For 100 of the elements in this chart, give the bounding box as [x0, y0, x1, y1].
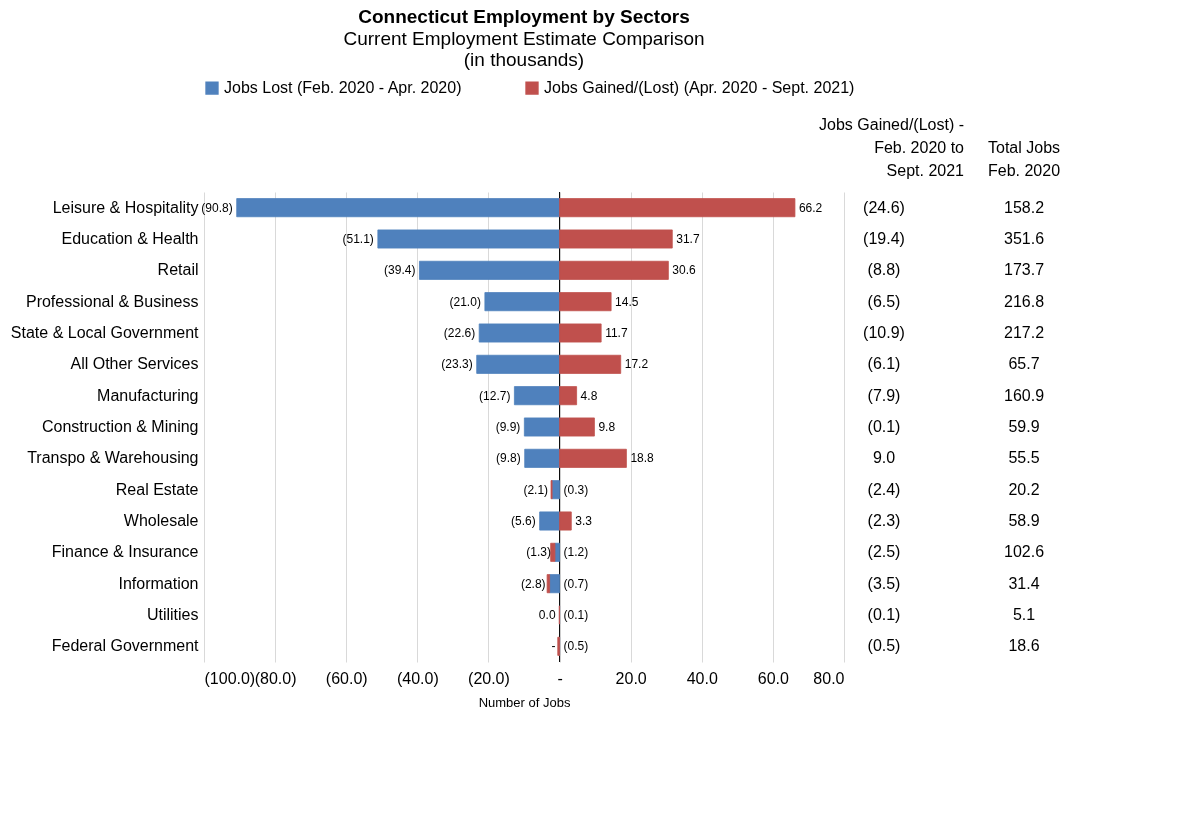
bar: [559, 198, 796, 218]
data-label: 66.2: [798, 200, 823, 215]
text: 58.9: [1008, 512, 1040, 529]
data-label: 9.8: [598, 420, 616, 434]
bar: [559, 448, 627, 468]
text: (0.1): [867, 418, 901, 435]
x-tick-label: 20.0: [615, 669, 647, 687]
legend-label: Jobs Lost (Feb. 2020 - Apr. 2020): [224, 79, 462, 97]
bar: [559, 229, 673, 249]
legend-label: Jobs Gained/(Lost) (Apr. 2020 - Sept. 2021): [544, 79, 855, 97]
text: (2.5): [867, 543, 901, 561]
text: Jobs Gained/(Lost) - Feb. 2020 to Sept. 2021: [819, 116, 965, 179]
text: 55.5: [1008, 449, 1040, 467]
data-label: 3.3: [575, 514, 593, 528]
text: (24.6): [863, 198, 905, 216]
bar: [524, 448, 560, 468]
text: 216.8: [1003, 292, 1045, 310]
text: 9.0: [872, 449, 896, 467]
bar: [484, 292, 560, 312]
text: 158.2: [1003, 198, 1045, 216]
text: 18.6: [1008, 637, 1040, 655]
y-tick-label: Real Estate: [115, 480, 199, 498]
bar: [550, 542, 556, 562]
y-tick-label: State & Local Government: [10, 324, 200, 341]
data-label: (0.1): [563, 608, 589, 622]
text: 59.9: [1008, 418, 1040, 435]
y-tick-label: Manufacturing: [97, 386, 199, 404]
text: (7.9): [867, 386, 901, 404]
x-tick-label: 80.0: [813, 669, 845, 687]
bar: [559, 386, 578, 406]
text: (6.5): [867, 292, 901, 310]
bar: [419, 260, 560, 280]
y-tick-label: Construction & Mining: [41, 418, 199, 435]
text: 173.7: [1003, 261, 1045, 279]
x-tick-label: -: [557, 669, 563, 687]
data-label: (39.4): [384, 263, 416, 278]
y-tick-label: Retail: [157, 261, 199, 279]
text: (10.9): [863, 324, 905, 341]
data-label: (0.5): [563, 639, 589, 654]
data-label: 31.7: [676, 232, 700, 246]
data-label: 14.5: [615, 294, 639, 309]
bar: [476, 354, 560, 374]
text: (19.4): [863, 230, 905, 247]
x-tick-label: (80.0): [254, 669, 297, 687]
data-label: (2.8): [520, 576, 546, 591]
data-label: (21.0): [449, 294, 481, 309]
bar: [514, 386, 560, 406]
data-label: (5.6): [510, 514, 536, 528]
data-label: (51.1): [342, 232, 374, 246]
y-tick-label: Wholesale: [123, 512, 199, 529]
x-tick-label: (20.0): [468, 669, 510, 687]
data-label: 11.7: [605, 326, 628, 340]
data-label: (0.7): [563, 576, 589, 591]
data-label: (9.9): [495, 420, 521, 434]
data-label: (2.1): [523, 482, 549, 497]
bar: [539, 511, 560, 531]
y-tick-label: Professional & Business: [25, 292, 199, 310]
text: (2.3): [867, 512, 901, 529]
text: 102.6: [1003, 543, 1045, 561]
data-label: -: [551, 639, 556, 654]
data-label: (9.8): [496, 451, 521, 466]
bar: [549, 574, 560, 594]
data-label: 4.8: [580, 388, 598, 403]
data-label: 17.2: [624, 357, 649, 372]
x-tick-label: (40.0): [396, 669, 439, 687]
data-label: 18.8: [630, 451, 655, 466]
data-label: (12.7): [479, 388, 511, 403]
x-axis-title: Number of Jobs: [478, 694, 571, 710]
x-tick-label: (100.0): [204, 669, 256, 687]
text: (3.5): [867, 574, 901, 592]
text: Total Jobs Feb. 2020: [987, 139, 1061, 179]
bar: [559, 292, 612, 312]
y-tick-label: Education & Health: [61, 230, 199, 247]
data-label: (23.3): [441, 357, 473, 372]
data-label: (90.8): [201, 200, 233, 215]
text: (0.5): [867, 637, 901, 655]
x-tick-label: (60.0): [325, 669, 368, 687]
y-tick-label: Utilities: [146, 606, 199, 623]
data-label: 30.6: [672, 263, 697, 278]
bar: [559, 511, 572, 531]
bar: [523, 417, 560, 437]
text: (8.8): [867, 261, 901, 279]
bar: [559, 260, 669, 280]
bar: [559, 323, 602, 343]
text: (0.1): [867, 606, 901, 623]
text: 351.6: [1003, 230, 1045, 247]
bar: [546, 574, 550, 594]
bar: [236, 198, 560, 218]
bar: [559, 417, 595, 437]
chart-subtitle: Current Employment Estimate Comparison (in thousands): [343, 28, 705, 70]
bar: [478, 323, 560, 343]
data-label: (1.3): [526, 545, 551, 560]
text: 160.9: [1003, 386, 1045, 404]
text: (6.1): [867, 355, 901, 373]
text: 31.4: [1008, 574, 1040, 592]
text: (2.4): [867, 480, 901, 498]
text: 20.2: [1008, 480, 1040, 498]
y-tick-label: Transpo & Warehousing: [27, 449, 199, 467]
x-tick-label: 60.0: [757, 669, 790, 687]
y-tick-label: Information: [118, 574, 199, 592]
